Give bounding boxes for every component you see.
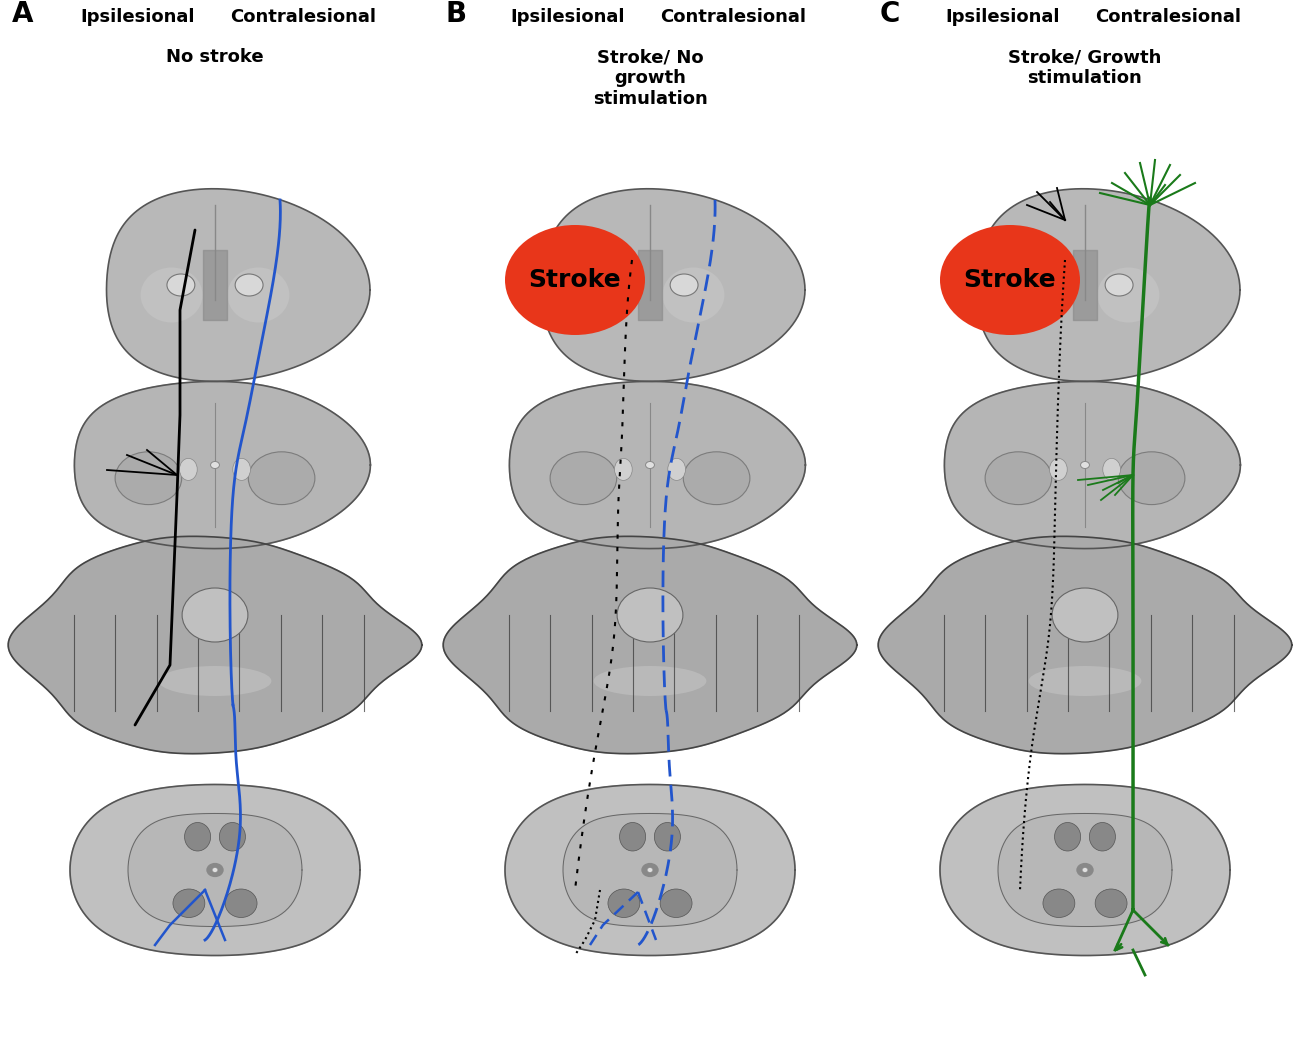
Text: Stroke/ No
growth
stimulation: Stroke/ No growth stimulation: [593, 48, 707, 108]
Ellipse shape: [1105, 274, 1134, 296]
Ellipse shape: [1076, 863, 1093, 877]
Ellipse shape: [684, 452, 750, 504]
Polygon shape: [8, 537, 421, 754]
Polygon shape: [70, 785, 360, 956]
Ellipse shape: [663, 267, 724, 323]
Ellipse shape: [940, 225, 1080, 335]
Ellipse shape: [602, 274, 630, 296]
Polygon shape: [940, 785, 1230, 956]
Polygon shape: [107, 189, 370, 381]
Ellipse shape: [211, 461, 220, 468]
Ellipse shape: [620, 823, 646, 851]
Ellipse shape: [212, 868, 218, 872]
Ellipse shape: [1082, 868, 1088, 872]
Ellipse shape: [654, 823, 680, 851]
Text: Ipsilesional: Ipsilesional: [81, 8, 195, 26]
Ellipse shape: [220, 823, 246, 851]
Ellipse shape: [608, 889, 640, 917]
Ellipse shape: [173, 889, 205, 917]
Polygon shape: [542, 189, 805, 381]
Text: B: B: [445, 0, 467, 28]
Ellipse shape: [1043, 889, 1075, 917]
Ellipse shape: [1010, 267, 1072, 323]
Ellipse shape: [225, 889, 257, 917]
Ellipse shape: [550, 452, 616, 504]
Ellipse shape: [618, 588, 682, 642]
Ellipse shape: [207, 863, 224, 877]
Ellipse shape: [576, 267, 637, 323]
Polygon shape: [563, 813, 737, 926]
Ellipse shape: [1102, 458, 1121, 480]
Ellipse shape: [646, 461, 654, 468]
Ellipse shape: [1080, 461, 1089, 468]
Text: Contralesional: Contralesional: [1095, 8, 1242, 26]
Ellipse shape: [185, 823, 211, 851]
Text: Stroke: Stroke: [529, 268, 621, 292]
Ellipse shape: [660, 889, 692, 917]
Ellipse shape: [116, 452, 182, 504]
Ellipse shape: [1037, 274, 1065, 296]
Polygon shape: [998, 813, 1173, 926]
Text: A: A: [12, 0, 34, 28]
Ellipse shape: [594, 665, 706, 696]
Ellipse shape: [1054, 823, 1080, 851]
Ellipse shape: [668, 458, 685, 480]
Ellipse shape: [1028, 665, 1141, 696]
Text: Contralesional: Contralesional: [660, 8, 806, 26]
Text: Stroke/ Growth
stimulation: Stroke/ Growth stimulation: [1009, 48, 1162, 87]
Ellipse shape: [182, 588, 248, 642]
Polygon shape: [879, 537, 1292, 754]
Ellipse shape: [235, 274, 263, 296]
Text: Contralesional: Contralesional: [230, 8, 376, 26]
Ellipse shape: [985, 452, 1052, 504]
Ellipse shape: [248, 452, 315, 504]
Text: Ipsilesional: Ipsilesional: [945, 8, 1060, 26]
Ellipse shape: [140, 267, 203, 323]
Ellipse shape: [641, 863, 659, 877]
Text: No stroke: No stroke: [166, 48, 264, 66]
Text: C: C: [880, 0, 901, 28]
Ellipse shape: [647, 868, 653, 872]
Ellipse shape: [1097, 267, 1160, 323]
Polygon shape: [976, 189, 1240, 381]
Text: Ipsilesional: Ipsilesional: [510, 8, 624, 26]
Ellipse shape: [1095, 889, 1127, 917]
Ellipse shape: [233, 458, 251, 480]
Ellipse shape: [179, 458, 198, 480]
Polygon shape: [510, 381, 806, 548]
Polygon shape: [443, 537, 857, 754]
Ellipse shape: [1118, 452, 1184, 504]
Ellipse shape: [1049, 458, 1067, 480]
Ellipse shape: [504, 225, 645, 335]
Ellipse shape: [166, 274, 195, 296]
Polygon shape: [504, 785, 796, 956]
Ellipse shape: [615, 458, 632, 480]
Ellipse shape: [227, 267, 290, 323]
Polygon shape: [127, 813, 302, 926]
Polygon shape: [944, 381, 1240, 548]
Ellipse shape: [1089, 823, 1115, 851]
Ellipse shape: [1052, 588, 1118, 642]
Ellipse shape: [671, 274, 698, 296]
Polygon shape: [74, 381, 370, 548]
Ellipse shape: [159, 665, 272, 696]
Text: Stroke: Stroke: [963, 268, 1057, 292]
